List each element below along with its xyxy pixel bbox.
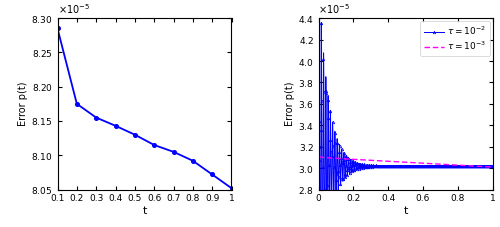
$\tau = 10^{-2}$ [400, 165, 406, 167]
Y-axis label: Error p(t): Error p(t) [18, 81, 28, 126]
$\tau = 10^{-3}$ [392, 160, 398, 163]
$\tau = 10^{-2}$ [324, 131, 330, 134]
Y-axis label: Error p(t): Error p(t) [285, 81, 295, 126]
$\tau = 10^{-3}$ [454, 164, 460, 166]
$\tau = 10^{-2}$ [452, 165, 458, 167]
$\tau = 10^{-2}$ [318, 21, 324, 24]
$\tau = 10^{-2}$ [490, 165, 496, 167]
X-axis label: t: t [404, 206, 407, 216]
$\tau = 10^{-3}$ [316, 155, 322, 158]
$\tau = 10^{-3}$ [435, 163, 441, 165]
$\tau = 10^{-3}$ [451, 164, 457, 166]
X-axis label: t: t [142, 206, 146, 216]
$\tau = 10^{-3}$ [334, 157, 340, 160]
$\tau = 10^{-3}$ [490, 166, 496, 168]
Line: $\tau = 10^{-3}$: $\tau = 10^{-3}$ [318, 157, 492, 167]
$\tau = 10^{-2}$ [396, 165, 402, 167]
$\tau = 10^{-2}$ [484, 165, 490, 167]
$\tau = 10^{-2}$ [316, 159, 322, 161]
$\tau = 10^{-2}$ [484, 165, 490, 167]
Line: $\tau = 10^{-2}$: $\tau = 10^{-2}$ [318, 21, 494, 227]
$\tau = 10^{-3}$ [386, 160, 392, 163]
Legend: $\tau = 10^{-2}$, $\tau = 10^{-3}$: $\tau = 10^{-2}$, $\tau = 10^{-3}$ [420, 21, 490, 56]
